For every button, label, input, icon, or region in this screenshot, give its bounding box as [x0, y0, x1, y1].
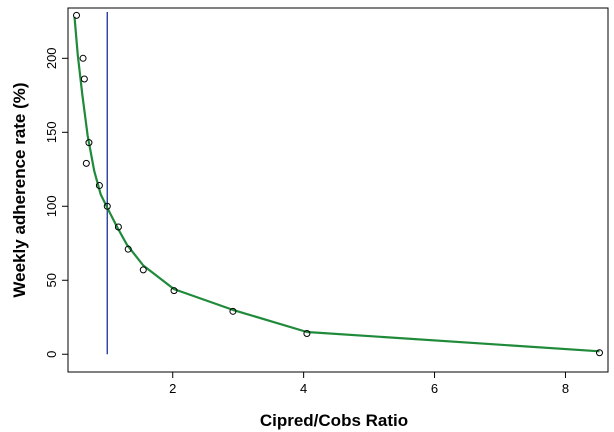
data-point — [85, 139, 93, 147]
data-point — [79, 54, 87, 62]
x-tick-label: 4 — [300, 381, 307, 396]
data-point — [114, 223, 122, 231]
y-tick-label: 50 — [44, 273, 59, 287]
data-points-layer — [73, 11, 603, 357]
x-axis-title: Cipred/Cobs Ratio — [260, 411, 408, 430]
data-point — [303, 330, 311, 338]
data-point — [80, 75, 88, 83]
plot-border — [67, 7, 609, 373]
data-point — [229, 307, 237, 315]
data-point — [139, 266, 147, 274]
data-point — [103, 202, 111, 210]
y-tick-label: 200 — [44, 47, 59, 69]
data-point — [95, 182, 103, 190]
x-tick-label: 8 — [562, 381, 569, 396]
y-tick-label: 100 — [44, 195, 59, 217]
data-point — [73, 11, 81, 19]
fitted-curve — [73, 16, 600, 353]
y-tick-label: 150 — [44, 121, 59, 143]
y-axis-title: Weekly adherence rate (%) — [10, 82, 29, 297]
x-tick-label: 2 — [169, 381, 176, 396]
y-tick-label: 0 — [44, 351, 59, 358]
data-point — [170, 287, 178, 295]
data-point — [82, 159, 90, 167]
plot-frame — [67, 7, 609, 373]
axis-ticks: 2 4 6 8 0 50 100 150 200 — [44, 47, 569, 396]
data-point — [595, 349, 603, 357]
data-point — [124, 245, 132, 253]
x-tick-label: 6 — [431, 381, 438, 396]
fitted-curve-layer — [73, 16, 600, 353]
